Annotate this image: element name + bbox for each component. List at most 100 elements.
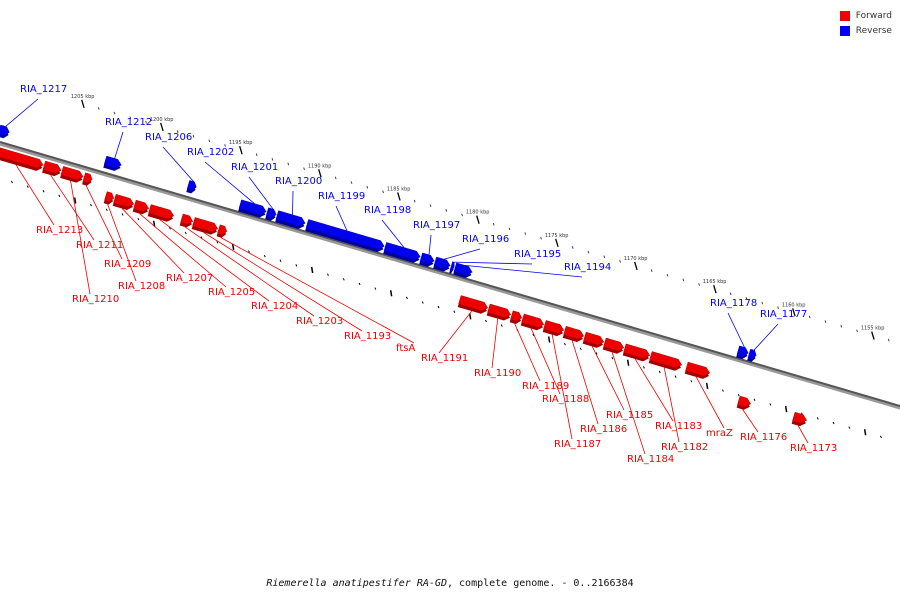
gene-RIA_1173[interactable]: RIA_1173 xyxy=(790,411,837,454)
gene-leader-line xyxy=(162,146,194,182)
gene-arrow xyxy=(603,337,625,352)
gene-RIA_1200[interactable]: RIA_1200 xyxy=(275,176,322,230)
gene-RIA_1210[interactable]: RIA_1210 xyxy=(60,166,119,305)
lower-ruler-tick xyxy=(42,190,45,193)
lower-ruler-tick xyxy=(753,398,756,402)
gene-label: RIA_1211 xyxy=(76,240,123,251)
scale-tick-label: 1175 kbp xyxy=(545,233,569,239)
gene-RIA_1208[interactable]: RIA_1208 xyxy=(103,191,165,292)
gene-label: RIA_1183 xyxy=(655,421,702,432)
lower-ruler-tick xyxy=(626,359,630,366)
gene-RIA_1177[interactable]: RIA_1177 xyxy=(747,309,807,363)
scale-tick-label: 1165 kbp xyxy=(703,279,727,285)
scale-minor-tick xyxy=(382,190,384,194)
gene-RIA_1186[interactable]: RIA_1186 xyxy=(562,326,627,435)
gene-label: RIA_1191 xyxy=(421,353,468,364)
gene-RIA_1183[interactable]: RIA_1183 xyxy=(622,343,702,432)
gene-RIA_1209[interactable]: RIA_1209 xyxy=(82,172,151,270)
gene-RIA_1184[interactable]: RIA_1184 xyxy=(602,337,674,465)
gene-RIA_1206[interactable]: RIA_1206 xyxy=(145,132,198,194)
gene-RIA_1199[interactable]: RIA_1199 xyxy=(305,191,385,254)
gene-arrow xyxy=(82,172,93,184)
gene-label: RIA_1217 xyxy=(20,84,67,95)
gene-label: RIA_1184 xyxy=(627,454,674,465)
gene-RIA_1202[interactable]: RIA_1202 xyxy=(187,147,268,219)
gene-RIA_1190[interactable]: RIA_1190 xyxy=(474,303,521,379)
gene-arrow xyxy=(383,242,421,261)
gene-leader-line xyxy=(443,248,481,260)
gene-RIA_1204[interactable]: RIA_1204 xyxy=(147,204,298,312)
gene-RIA_1217[interactable]: RIA_1217 xyxy=(0,84,67,139)
scale-major-tick xyxy=(555,238,559,248)
lower-ruler-tick xyxy=(832,421,835,425)
lower-ruler-tick xyxy=(579,347,582,351)
gene-mraZ[interactable]: mraZ xyxy=(684,361,733,439)
gene-RIA_1196[interactable]: RIA_1196 xyxy=(433,234,509,273)
gene-RIA_1187[interactable]: RIA_1187 xyxy=(542,320,601,450)
gene-RIA_1195[interactable]: RIA_1195 xyxy=(449,249,561,274)
gene-RIA_1176[interactable]: RIA_1176 xyxy=(736,395,788,443)
gene-label: RIA_1200 xyxy=(275,176,322,187)
gene-label: mraZ xyxy=(706,428,733,439)
gene-RIA_1182[interactable]: RIA_1182 xyxy=(648,351,708,453)
gene-label: RIA_1204 xyxy=(251,301,298,312)
gene-RIA_1207[interactable]: RIA_1207 xyxy=(112,194,213,284)
scale-major-tick xyxy=(81,99,85,108)
legend-forward: Forward xyxy=(839,8,892,23)
genome-backbone-shadow xyxy=(0,142,900,410)
gene-ftsA[interactable]: ftsA xyxy=(216,224,416,354)
gene-label: RIA_1203 xyxy=(296,316,343,327)
gene-RIA_1205[interactable]: RIA_1205 xyxy=(132,199,255,298)
gene-leader-line xyxy=(121,208,185,274)
gene-label: RIA_1213 xyxy=(36,225,83,236)
scale-minor-tick xyxy=(145,120,147,124)
gene-arrow xyxy=(458,295,489,312)
gene-RIA_1185[interactable]: RIA_1185 xyxy=(582,331,653,421)
gene-label: RIA_1176 xyxy=(740,432,787,443)
gene-RIA_1189[interactable]: RIA_1189 xyxy=(509,310,569,392)
scale-minor-tick xyxy=(650,269,653,272)
gene-RIA_1211[interactable]: RIA_1211 xyxy=(42,160,123,251)
gene-RIA_1212[interactable]: RIA_1212 xyxy=(103,117,152,172)
gene-RIA_1191[interactable]: RIA_1191 xyxy=(421,295,489,364)
lower-ruler-tick xyxy=(58,194,61,198)
gene-label: RIA_1202 xyxy=(187,147,234,158)
gene-arrow xyxy=(0,145,44,169)
gene-leader-line xyxy=(428,234,432,255)
scale-major-tick xyxy=(713,284,717,294)
lower-ruler-tick xyxy=(595,352,598,355)
gene-RIA_1193[interactable]: RIA_1193 xyxy=(191,217,391,342)
gene-arrow xyxy=(42,160,62,174)
scale-minor-tick xyxy=(761,301,764,305)
gene-arrow xyxy=(685,361,711,377)
gene-label: RIA_1206 xyxy=(145,132,192,143)
gene-RIA_1213[interactable]: RIA_1213 xyxy=(0,145,83,236)
lower-ruler-tick xyxy=(137,217,140,221)
gene-leader-line xyxy=(114,131,124,159)
scale-major-tick xyxy=(160,122,164,132)
gene-RIA_1188[interactable]: RIA_1188 xyxy=(520,313,589,405)
gene-RIA_1197[interactable]: RIA_1197 xyxy=(413,220,460,268)
lower-ruler-tick xyxy=(437,305,440,309)
scale-major-tick xyxy=(476,215,480,224)
gene-leader-line xyxy=(611,352,646,455)
gene-RIA_1178[interactable]: RIA_1178 xyxy=(710,298,757,360)
gene-RIA_1194[interactable]: RIA_1194 xyxy=(453,262,611,279)
gene-arrow xyxy=(419,252,435,265)
lower-ruler-tick xyxy=(263,254,266,258)
gene-RIA_1198[interactable]: RIA_1198 xyxy=(364,205,422,264)
gene-label: RIA_1187 xyxy=(554,439,601,450)
scale-major-tick xyxy=(239,145,243,155)
gene-RIA_1201[interactable]: RIA_1201 xyxy=(231,162,278,222)
scale-tick-label: 1190 kbp xyxy=(308,163,332,169)
gene-label: RIA_1177 xyxy=(760,309,807,320)
scale-minor-tick xyxy=(603,255,606,259)
gene-label: RIA_1209 xyxy=(104,259,151,270)
gene-leader-line xyxy=(491,318,499,369)
lower-ruler-tick xyxy=(216,241,219,244)
lower-ruler-tick xyxy=(547,336,551,343)
gene-RIA_1203[interactable]: RIA_1203 xyxy=(179,213,343,327)
gene-arrow xyxy=(487,303,512,318)
gene-arrow xyxy=(0,124,10,136)
scale-minor-tick xyxy=(682,278,685,282)
